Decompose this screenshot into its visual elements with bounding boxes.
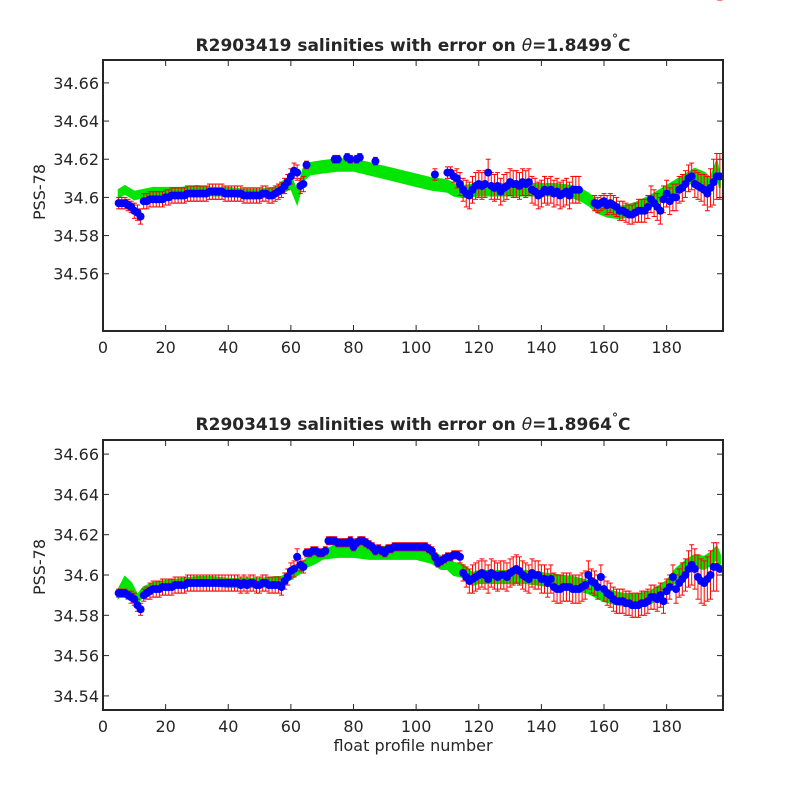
bottom-y-tick-label: 34.56 [53,647,99,666]
top-salinity-point [662,189,671,198]
top-salinity-point [687,172,696,181]
bottom-salinity-point [681,571,690,579]
top-y-tick-label: 34.6 [63,188,99,207]
bottom-salinity-point [430,552,439,561]
top-salinity-point [293,168,302,177]
bottom-salinity-points [114,536,724,614]
bottom-x-tick-label: 0 [98,717,108,736]
bottom-salinity-point [290,564,299,573]
bottom-x-tick-label: 160 [589,717,620,736]
top-salinity-point [643,202,652,211]
bottom-x-tick-label: 60 [281,717,301,736]
bottom-salinity-point [584,571,593,579]
bottom-y-tick-label: 34.58 [53,606,99,625]
bottom-salinity-point [593,583,602,592]
bottom-salinity-point [293,552,302,561]
top-ticks: 0 20 40 60 80 100 120 140 160 180 34.56 34.58 34.6 34… [53,60,723,357]
bottom-x-tick-label: 20 [155,717,175,736]
bottom-salinity-point [706,571,715,579]
top-salinity-point [302,160,311,169]
bottom-salinity-point [321,546,330,555]
top-y-axis-label: PSS-78 [30,164,49,220]
top-salinity-point [574,185,583,194]
bottom-salinity-point [715,564,724,573]
top-x-tick-label: 160 [589,338,620,357]
bottom-y-tick-label: 34.6 [63,566,99,585]
top-axes-frame [102,59,724,332]
bottom-y-tick-label: 34.64 [53,485,99,504]
bottom-x-tick-label: 80 [343,717,363,736]
bottom-salinity-point [546,575,555,584]
top-y-tick-label: 34.56 [53,265,99,284]
top-x-tick-label: 140 [526,338,557,357]
bottom-salinity-point [524,575,533,584]
bottom-salinity-point [656,591,665,600]
top-salinity-point [656,206,665,215]
bottom-y-tick-label: 34.62 [53,526,99,545]
bottom-x-tick-label: 40 [218,717,238,736]
top-x-tick-label: 40 [218,338,238,357]
top-x-tick-label: 0 [98,338,108,357]
top-salinity-point [715,172,724,181]
bottom-x-tick-label: 100 [401,717,432,736]
top-x-tick-label: 180 [651,338,682,357]
top-salinity-point [346,155,355,164]
bottom-salinity-panel: R2903419 salinities with error on θ=1.89… [30,0,724,755]
top-salinity-point [672,193,681,202]
top-y-tick-label: 34.66 [53,74,99,93]
top-y-tick-label: 34.58 [53,227,99,246]
bottom-ticks: 0 20 40 60 80 100 120 140 160 180 34.54 34.56 34.58 3… [53,440,723,736]
bottom-y-axis-label: PSS-78 [30,539,49,595]
bottom-salinity-point [596,573,605,582]
top-salinity-point [136,212,145,221]
top-y-tick-label: 34.64 [53,112,99,131]
bottom-salinity-point [427,546,436,555]
bottom-x-axis-label: float profile number [333,736,493,755]
bottom-salinity-point [136,605,145,614]
top-x-tick-label: 80 [343,338,363,357]
bottom-x-tick-label: 120 [463,717,494,736]
bottom-x-tick-label: 180 [651,717,682,736]
bottom-salinity-point [659,597,668,606]
top-salinity-point [333,155,342,164]
bottom-axes-frame [102,439,724,711]
bottom-x-tick-label: 140 [526,717,557,736]
bottom-salinity-point [455,552,464,561]
bottom-salinity-point [346,536,355,545]
top-y-tick-label: 34.62 [53,150,99,169]
bottom-salinity-point [130,595,139,604]
top-chart-title: R2903419 salinities with error on θ=1.84… [196,32,631,56]
top-salinity-point [484,168,493,177]
top-salinity-point [371,157,380,166]
bottom-salinity-point [672,585,681,594]
bottom-salinity-point [484,575,493,584]
top-x-tick-label: 60 [281,338,301,357]
bottom-chart-title: R2903419 salinities with error on θ=1.89… [196,411,631,435]
bottom-salinity-point [665,583,674,592]
top-salinity-points [114,153,724,221]
bottom-y-tick-label: 34.66 [53,445,99,464]
top-salinity-point [299,180,308,189]
top-x-tick-label: 100 [401,338,432,357]
bottom-y-tick-label: 34.54 [53,687,99,706]
bottom-salinity-point [690,564,699,573]
top-x-tick-label: 20 [155,338,175,357]
top-salinity-panel: R2903419 salinities with error on θ=1.84… [30,32,724,357]
bottom-salinity-point [277,583,286,592]
top-x-tick-label: 120 [463,338,494,357]
bottom-salinity-point [299,562,308,571]
top-salinity-point [481,180,490,189]
top-salinity-point [524,178,533,187]
bottom-salinity-point [668,573,677,582]
top-salinity-point [430,170,439,179]
bottom-salinity-point [581,581,590,590]
bottom-salinity-point [283,573,292,582]
top-salinity-point [355,153,364,162]
